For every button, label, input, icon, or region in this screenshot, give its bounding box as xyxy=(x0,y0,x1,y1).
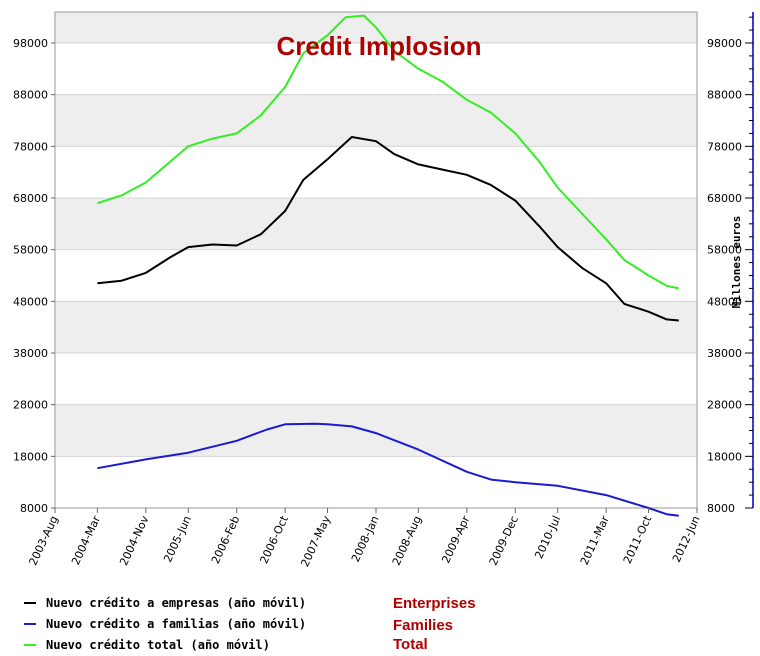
y-tick-label-right: 68000 xyxy=(707,192,742,205)
background-band xyxy=(55,198,697,250)
legend: Nuevo crédito a empresas (año móvil) Nue… xyxy=(24,592,306,655)
x-tick-label: 2009-Dec xyxy=(487,514,521,568)
y-tick-label-right: 18000 xyxy=(707,450,742,463)
series-lines xyxy=(97,14,680,517)
x-tick-label: 2011-Mar xyxy=(578,513,612,567)
legend-swatch-total xyxy=(24,643,36,646)
y-axis-right-label: Millones euros xyxy=(730,216,743,309)
y-tick-label-left: 48000 xyxy=(13,295,48,308)
legend-item-enterprises: Nuevo crédito a empresas (año móvil) xyxy=(24,592,306,613)
y-tick-label-right: 88000 xyxy=(707,89,742,102)
legend-item-families: Nuevo crédito a familias (año móvil) xyxy=(24,613,306,634)
y-tick-label-right: 8000 xyxy=(707,502,735,515)
annotation-enterprises: Enterprises xyxy=(393,595,476,612)
series-line-total xyxy=(97,14,680,290)
x-tick-label: 2008-Aug xyxy=(390,514,424,568)
y-tick-label-left: 8000 xyxy=(20,502,48,515)
x-tick-label: 2009-Apr xyxy=(439,513,472,565)
y-axis-right: 8000 18000 28000 38000 48000 58000 68000 78000 8… xyxy=(707,12,754,515)
x-tick-label: 2012-Jun xyxy=(670,514,703,565)
y-tick-label-right: 38000 xyxy=(707,347,742,360)
legend-item-total: Nuevo crédito total (año móvil) xyxy=(24,634,306,655)
y-tick-label-left: 38000 xyxy=(13,347,48,360)
x-tick-label: 2008-Jan xyxy=(349,514,382,564)
annotation-families: Families xyxy=(393,617,454,634)
annotation-total: Total xyxy=(393,636,428,653)
x-axis: 2003-Aug 2004-Mar 2004-Nov 2005-Jun 2006-Feb… xyxy=(26,508,703,569)
x-tick-label: 2005-Jun xyxy=(161,514,194,565)
background-band xyxy=(55,404,697,457)
y-tick-label-left: 98000 xyxy=(13,37,48,50)
legend-swatch-enterprises xyxy=(24,601,36,604)
x-tick-label: 2004-Nov xyxy=(117,513,152,567)
background-band xyxy=(55,94,697,147)
legend-label-families: Nuevo crédito a familias (año móvil) xyxy=(46,616,307,631)
y-tick-label-left: 78000 xyxy=(13,140,48,153)
y-tick-label-left: 58000 xyxy=(13,244,48,257)
grid-lines xyxy=(55,42,697,509)
y-tick-label-right: 78000 xyxy=(707,140,742,153)
chart-title: Credit Implosion xyxy=(276,31,481,61)
x-tick-label: 2006-Feb xyxy=(209,514,243,566)
x-tick-label: 2011-Oct xyxy=(621,513,655,566)
x-tick-label: 2010-Jul xyxy=(532,514,563,561)
series-line-families xyxy=(97,422,679,517)
legend-label-total: Nuevo crédito total (año móvil) xyxy=(46,637,270,652)
x-tick-label: 2007-May xyxy=(298,513,333,569)
y-tick-label-left: 28000 xyxy=(13,399,48,412)
y-tick-label-right: 28000 xyxy=(707,399,742,412)
y-tick-label-right: 48000 xyxy=(707,295,742,308)
x-tick-label: 2006-Oct xyxy=(257,513,291,566)
y-tick-label-left: 68000 xyxy=(13,192,48,205)
x-tick-label: 2004-Mar xyxy=(69,513,103,567)
background-band xyxy=(55,301,697,353)
y-tick-label-right: 98000 xyxy=(707,37,742,50)
y-tick-label-right: 58000 xyxy=(707,244,742,257)
legend-label-enterprises: Nuevo crédito a empresas (año móvil) xyxy=(46,595,307,610)
y-tick-label-left: 88000 xyxy=(13,89,48,102)
y-axis-left: 8000 18000 28000 38000 48000 58000 68000 78000 8… xyxy=(13,37,55,515)
x-tick-label: 2003-Aug xyxy=(26,514,60,568)
y-tick-label-left: 18000 xyxy=(13,450,48,463)
series-line-enterprises xyxy=(97,136,679,322)
legend-swatch-families xyxy=(24,622,36,625)
